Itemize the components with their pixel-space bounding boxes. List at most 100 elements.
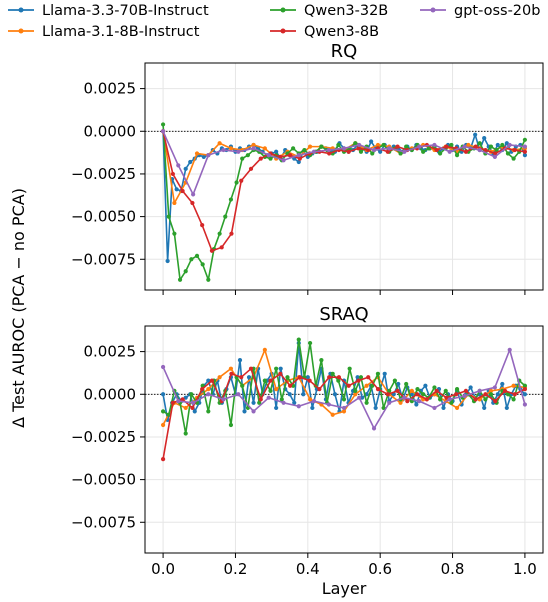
data-point — [502, 388, 508, 393]
data-point — [248, 166, 254, 171]
data-point — [347, 366, 352, 371]
y-tick-label: 0.0000 — [84, 385, 137, 403]
data-point — [336, 378, 341, 383]
data-point — [302, 147, 307, 153]
data-point — [356, 146, 361, 151]
data-point — [409, 392, 414, 397]
data-point — [495, 392, 500, 397]
data-point — [364, 400, 369, 405]
data-point — [468, 385, 473, 390]
data-point — [414, 402, 419, 407]
data-point — [296, 337, 301, 342]
data-point — [297, 156, 302, 161]
data-point — [228, 197, 234, 202]
data-point — [378, 149, 383, 154]
data-point — [522, 137, 528, 142]
data-point — [522, 387, 528, 392]
data-point — [209, 248, 215, 253]
data-point — [477, 388, 482, 393]
data-point — [239, 178, 244, 183]
axes-frame-sraq — [144, 325, 544, 554]
data-point — [217, 375, 222, 380]
data-point — [330, 412, 335, 417]
data-point — [268, 378, 273, 383]
data-point — [409, 388, 414, 393]
data-point — [317, 387, 322, 392]
data-point — [371, 426, 377, 431]
data-point — [466, 142, 471, 148]
panel-title-sraq: SRAQ — [319, 304, 368, 325]
panel-sraq: SRAQ 0.0025 0.0000 −0.0025 −0.0050 −0.0075 0… — [71, 304, 544, 578]
data-point — [172, 200, 177, 206]
data-point — [473, 397, 478, 402]
data-point — [279, 397, 284, 402]
data-point — [447, 149, 452, 154]
x-tick-label: 1.0 — [513, 560, 537, 578]
data-point — [245, 153, 250, 158]
data-point — [206, 277, 211, 282]
data-point — [190, 200, 195, 206]
data-point — [454, 405, 460, 411]
data-point — [364, 383, 369, 388]
data-point — [387, 388, 392, 393]
data-point — [189, 392, 194, 397]
data-point — [160, 409, 166, 414]
data-point — [396, 381, 401, 387]
data-point — [482, 405, 487, 411]
data-point — [512, 147, 517, 153]
data-point — [438, 151, 443, 156]
data-point — [236, 392, 241, 397]
data-point — [444, 144, 449, 149]
data-point — [268, 156, 273, 161]
data-point — [332, 392, 338, 397]
data-point — [160, 129, 166, 134]
data-point — [251, 142, 256, 148]
data-point — [507, 347, 512, 352]
data-point — [477, 141, 482, 146]
series-sraq — [160, 337, 528, 462]
data-point — [441, 405, 446, 411]
data-point — [493, 151, 498, 156]
y-tick-label: −0.0050 — [71, 471, 136, 489]
data-point — [421, 149, 426, 154]
y-tick-label: −0.0075 — [71, 513, 136, 531]
series-line — [162, 130, 525, 196]
data-point — [274, 149, 279, 154]
grid-rq — [145, 63, 543, 290]
data-point — [387, 400, 392, 405]
legend: Llama-3.3-70B-Instruct Llama-3.1-8B-Instr… — [8, 3, 540, 40]
data-point — [522, 383, 528, 388]
data-point — [183, 269, 188, 274]
data-point — [206, 392, 211, 397]
data-point — [387, 146, 392, 151]
data-point — [494, 147, 499, 153]
y-tick-label: −0.0025 — [71, 428, 136, 446]
data-point — [434, 388, 439, 393]
panel-title-rq: RQ — [331, 41, 358, 62]
series-Qwen3-8B — [160, 366, 528, 462]
data-point — [449, 400, 454, 405]
data-point — [358, 149, 364, 154]
data-point — [477, 147, 482, 153]
data-point — [200, 262, 205, 267]
data-point — [296, 153, 301, 158]
data-point — [170, 171, 175, 177]
data-point — [229, 231, 234, 236]
legend-marker — [18, 28, 24, 34]
data-point — [221, 147, 226, 153]
data-point — [174, 187, 179, 192]
data-point — [512, 392, 517, 397]
y-ticks-rq: 0.0025 0.0000 −0.0025 −0.0050 −0.0075 — [71, 80, 145, 268]
legend-label: Qwen3-32B — [304, 3, 388, 19]
data-point — [346, 149, 351, 154]
data-point — [291, 146, 296, 151]
x-tick-label: 0.0 — [151, 560, 175, 578]
panel-rq: RQ 0.0025 0.0000 −0.0025 −0.0050 −0.0075 — [71, 41, 544, 295]
data-point — [341, 405, 347, 411]
data-point — [402, 149, 407, 154]
y-axis-label: Δ Test AUROC (PCA − no PCA) — [9, 188, 28, 428]
data-point — [522, 402, 528, 407]
data-point — [327, 151, 332, 156]
data-point — [424, 397, 429, 402]
data-point — [206, 153, 211, 158]
